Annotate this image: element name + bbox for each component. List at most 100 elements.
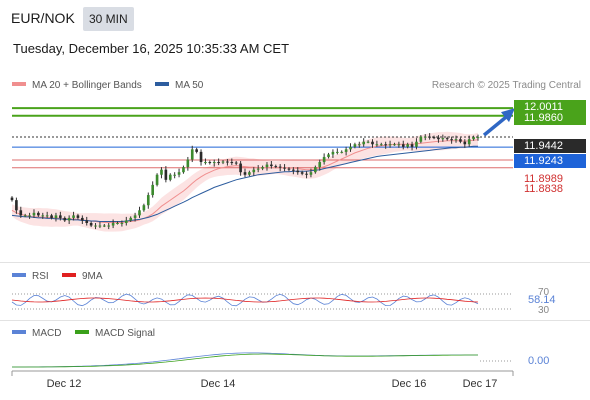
candle-body (410, 144, 414, 147)
candle-body (340, 151, 344, 153)
legend-rsi: RSI (12, 271, 49, 282)
candle-body (15, 200, 18, 211)
candle-body (146, 195, 150, 206)
candle-body (234, 162, 238, 164)
candle-body (226, 161, 229, 163)
candle-body (111, 222, 115, 226)
candle-body (120, 222, 124, 224)
candle-body (331, 151, 335, 155)
candle-body (441, 138, 445, 140)
macd-last-value: 0.00 (528, 355, 550, 367)
pane-separator (0, 320, 590, 321)
candle-body (371, 141, 374, 145)
x-axis-label: Dec 16 (392, 378, 427, 390)
candle-body (437, 137, 440, 140)
timeframe-badge[interactable]: 30 MIN (83, 7, 134, 31)
candle-body (190, 149, 194, 160)
chart-header: EUR/NOK 30 MIN (0, 0, 590, 36)
analysis-datetime: Tuesday, December 16, 2025 10:35:33 AM C… (13, 41, 290, 56)
rsi-legend: RSI 9MA (12, 271, 212, 285)
legend-ma50: MA 50 (155, 80, 203, 91)
candle-body (406, 144, 409, 147)
candle-body (445, 138, 449, 140)
candle-body (89, 222, 93, 226)
legend-label: MACD (32, 328, 62, 339)
candle-body (124, 220, 128, 223)
candle-body (314, 167, 317, 173)
candle-body (54, 215, 58, 218)
legend-label: MACD Signal (95, 328, 156, 339)
x-axis-label: Dec 14 (201, 378, 236, 390)
candle-body (204, 162, 207, 164)
candle-body (67, 217, 71, 221)
candle-body (129, 217, 133, 221)
support1-price-label: 11.8989 (524, 173, 563, 185)
candle-body (248, 172, 251, 175)
candle-body (94, 225, 97, 227)
candle-body (98, 225, 102, 227)
rsi-last-value: 58.14 (528, 294, 556, 306)
candle-body (23, 215, 27, 217)
candle-body (265, 164, 269, 168)
candle-body (432, 137, 436, 139)
candle-body (76, 215, 80, 218)
candle-body (168, 174, 172, 180)
candle-body (278, 166, 282, 168)
macd-signal-swatch-icon (75, 330, 89, 335)
candle-body (256, 168, 260, 170)
candle-body (173, 174, 176, 176)
candle-body (379, 144, 383, 146)
x-axis-label: Dec 12 (47, 378, 82, 390)
candle-body (32, 212, 36, 216)
rsi-level-70: 70 (538, 287, 550, 298)
copyright-notice: Research © 2025 Trading Central (431, 80, 581, 91)
resistance-price-tag: 11.9860 (514, 111, 586, 125)
ma20-line (11, 139, 479, 223)
candle-body (103, 225, 106, 227)
macd-swatch-icon (12, 330, 26, 335)
candle-body (81, 217, 84, 221)
candle-body (454, 139, 458, 141)
candle-body (349, 146, 352, 150)
candle-body (270, 164, 273, 167)
candle-body (357, 144, 361, 146)
bollinger-band-area (12, 131, 478, 232)
candle-body (45, 215, 49, 217)
candle-body (177, 172, 181, 175)
candle-body (142, 205, 146, 211)
candle-body (19, 210, 23, 216)
legend-ma20-bollinger: MA 20 + Bollinger Bands (12, 80, 142, 91)
forecast-arrow-head (501, 108, 515, 123)
candle-body (476, 137, 480, 139)
candle-body (428, 136, 431, 138)
candle-body (296, 170, 300, 173)
x-axis-label: Dec 17 (463, 378, 498, 390)
candle-body (375, 144, 379, 146)
candle-body (63, 217, 67, 221)
candle-body (261, 167, 264, 169)
ma50-line (11, 145, 478, 222)
macd-signal-line (12, 353, 478, 368)
rsi-swatch-icon (12, 273, 26, 278)
candle-body (327, 154, 330, 157)
rsi-9ma-line (11, 297, 479, 303)
legend-macd-signal: MACD Signal (75, 328, 155, 339)
pivot-price-tag: 11.9243 (514, 154, 586, 168)
candle-body (388, 144, 392, 146)
candle-body (362, 141, 366, 145)
candle-body (138, 210, 141, 216)
legend-rsi-9ma: 9MA (62, 271, 103, 282)
last-price-tag: 11.9442 (514, 139, 586, 153)
candle-body (37, 212, 40, 216)
candle-body (155, 174, 159, 185)
candle-body (283, 167, 286, 169)
legend-label: MA 50 (175, 80, 204, 91)
candle-body (116, 222, 119, 224)
candle-body (344, 149, 348, 152)
legend-label: 9MA (82, 271, 103, 282)
candle-body (151, 184, 154, 196)
candle-body (366, 141, 370, 143)
candle-body (10, 197, 14, 201)
ma50-swatch-icon (155, 82, 169, 87)
